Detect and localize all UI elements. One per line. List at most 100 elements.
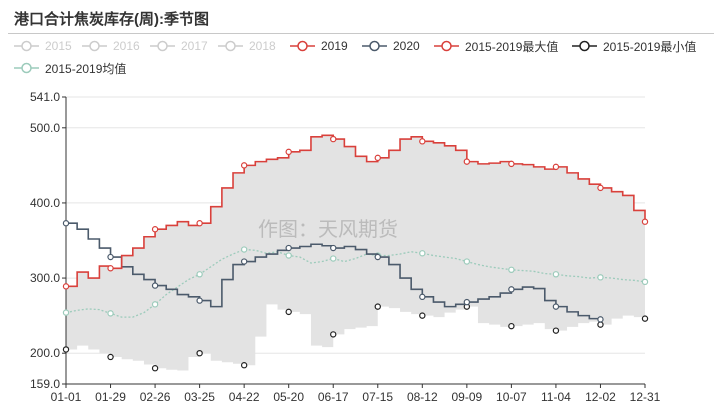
x-tick-label: 02-26 — [140, 390, 171, 404]
x-tick-label: 04-22 — [229, 390, 260, 404]
y-tick-label: 300.0 — [30, 271, 60, 285]
legend-label: 2015-2019最大值 — [465, 39, 559, 54]
x-tick-label: 12-02 — [585, 390, 616, 404]
data-point-min — [641, 315, 649, 322]
data-point-s2020 — [107, 253, 114, 261]
data-point-s2020 — [463, 298, 471, 306]
data-point-min — [62, 346, 70, 353]
data-point-s2019 — [151, 226, 159, 233]
legend-line-circle-icon — [572, 40, 597, 52]
max-min-band — [66, 135, 645, 371]
data-point-s2019 — [463, 158, 471, 165]
data-point-avg — [107, 310, 114, 317]
legend-line-circle-icon — [14, 40, 39, 52]
series-line-s2019 — [66, 134, 646, 288]
data-point-avg — [285, 252, 292, 259]
data-point-min — [330, 331, 337, 338]
data-point-avg — [419, 250, 426, 257]
data-point-min — [552, 327, 560, 334]
legend-line-circle-icon — [434, 40, 459, 52]
legend-line-circle-icon — [290, 40, 315, 52]
x-tick-label: 11-04 — [541, 390, 571, 404]
chart-title: 港口合计焦炭库存(周):季节图 — [14, 11, 209, 28]
data-point-avg — [196, 271, 203, 278]
legend-item-7[interactable]: 2015-2019最小值 — [572, 38, 696, 54]
legend-label: 2017 — [181, 39, 208, 53]
watermark: 作图：天风期货 — [258, 217, 398, 241]
data-point-s2020 — [508, 286, 515, 293]
legend-label: 2015-2019均值 — [45, 61, 127, 76]
y-tick-label: 400.0 — [30, 196, 60, 210]
x-tick-label: 07-15 — [362, 390, 393, 404]
legend-line-circle-icon — [362, 40, 387, 52]
legend-item-5[interactable]: 2020 — [362, 38, 420, 54]
y-tick-label: 541.0 — [30, 90, 60, 104]
data-point-s2019 — [240, 162, 248, 169]
data-point-min — [419, 312, 426, 319]
legend-item-8[interactable]: 2015-2019均值 — [14, 60, 126, 76]
title-divider — [8, 33, 714, 34]
data-point-min — [151, 365, 159, 372]
data-point-s2020 — [597, 316, 604, 323]
legend-line-circle-icon — [150, 40, 175, 52]
data-point-min — [597, 321, 604, 328]
data-point-s2019 — [196, 220, 203, 227]
data-point-avg — [240, 246, 248, 253]
data-point-s2019 — [374, 154, 381, 162]
data-point-avg — [330, 255, 337, 262]
data-point-s2020 — [374, 253, 381, 261]
data-point-s2020 — [62, 220, 70, 227]
data-point-s2020 — [330, 244, 337, 252]
data-point-avg — [463, 258, 471, 265]
data-point-s2020 — [151, 282, 159, 289]
y-tick-label: 159.0 — [30, 377, 60, 391]
x-tick-label: 08-12 — [407, 390, 438, 404]
legend-line-circle-icon — [218, 40, 243, 52]
data-point-avg — [641, 278, 649, 286]
x-tick-label: 03-25 — [184, 390, 215, 404]
legend-label: 2019 — [321, 39, 348, 53]
legend-label: 2016 — [113, 39, 140, 53]
data-point-s2020 — [552, 303, 560, 310]
x-tick-label: 01-29 — [95, 390, 126, 404]
x-tick-label: 06-17 — [318, 390, 349, 404]
legend-item-1[interactable]: 2016 — [82, 38, 140, 54]
legend-item-0[interactable]: 2015 — [14, 38, 72, 54]
data-point-s2020 — [285, 244, 292, 252]
data-point-min — [107, 353, 114, 361]
legend-label: 2015-2019最小值 — [603, 39, 697, 54]
y-tick-label: 500.0 — [30, 121, 60, 135]
data-point-min — [240, 362, 248, 369]
data-point-avg — [597, 274, 604, 281]
data-point-s2020 — [196, 297, 203, 304]
data-point-avg — [62, 309, 70, 316]
data-point-min — [508, 322, 515, 330]
data-point-s2019 — [508, 160, 515, 168]
data-point-s2019 — [62, 283, 70, 290]
legend-item-3[interactable]: 2018 — [218, 38, 276, 54]
data-point-avg — [508, 266, 515, 274]
data-point-s2019 — [107, 265, 114, 272]
data-point-s2019 — [641, 218, 649, 225]
data-point-s2019 — [285, 148, 292, 156]
x-tick-label: 10-07 — [496, 390, 527, 404]
x-tick-label: 01-01 — [51, 390, 82, 404]
data-point-s2019 — [419, 138, 426, 145]
data-point-min — [374, 303, 381, 310]
legend-label: 2018 — [249, 39, 276, 53]
data-point-avg — [552, 271, 560, 278]
x-tick-label: 05-20 — [273, 390, 304, 404]
legend-label: 2020 — [393, 39, 420, 53]
data-point-s2019 — [597, 184, 604, 192]
y-tick-label: 200.0 — [30, 346, 60, 360]
data-point-s2019 — [330, 135, 337, 143]
legend-item-6[interactable]: 2015-2019最大值 — [434, 38, 558, 54]
x-tick-label: 12-31 — [630, 390, 661, 404]
data-point-avg — [151, 301, 159, 308]
legend-label: 2015 — [45, 39, 72, 53]
data-point-min — [285, 308, 292, 316]
x-tick-label: 09-09 — [451, 390, 482, 404]
legend-item-4[interactable]: 2019 — [290, 38, 348, 54]
legend-item-2[interactable]: 2017 — [150, 38, 208, 54]
